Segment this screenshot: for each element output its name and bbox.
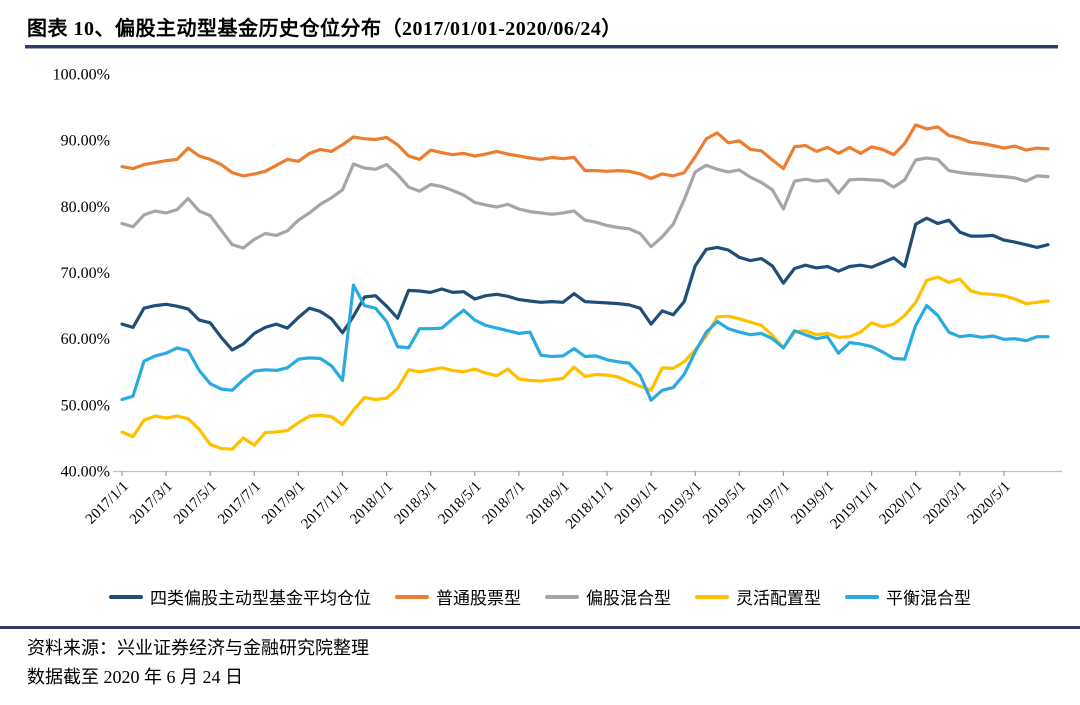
title-divider bbox=[25, 45, 1058, 49]
legend-line-swatch bbox=[109, 594, 143, 599]
legend-label: 四类偏股主动型基金平均仓位 bbox=[150, 589, 371, 608]
y-tick-label: 50.00% bbox=[61, 397, 110, 414]
legend-item: 普通股票型 bbox=[395, 584, 521, 609]
chart-legend: 四类偏股主动型基金平均仓位 普通股票型 偏股混合型 灵活配置型 平衡混合型 bbox=[0, 584, 1080, 609]
legend-label: 偏股混合型 bbox=[586, 589, 671, 608]
y-tick-label: 40.00% bbox=[61, 464, 110, 481]
legend-label: 普通股票型 bbox=[436, 589, 521, 608]
footer-divider bbox=[0, 626, 1080, 629]
x-tick-label: 2018/5/1 bbox=[436, 479, 485, 528]
legend-line-swatch bbox=[695, 594, 729, 599]
x-tick-label: 2017/5/1 bbox=[171, 479, 220, 528]
position-line-chart: 100.00% 90.00% 80.00% 70.00% 60.00% 50.00% 40.… bbox=[53, 67, 1062, 533]
series-line-偏股混合型 bbox=[120, 156, 1050, 250]
x-axis-tick-labels: 2017/1/12017/3/12017/5/12017/7/12017/9/1… bbox=[83, 479, 1014, 533]
y-tick-label: 90.00% bbox=[61, 133, 110, 150]
x-tick-label: 2018/11/1 bbox=[563, 479, 617, 533]
legend-label: 平衡混合型 bbox=[886, 589, 971, 608]
x-tick-label: 2019/1/1 bbox=[612, 479, 661, 528]
x-tick-label: 2017/1/1 bbox=[83, 479, 132, 528]
legend-line-swatch bbox=[545, 594, 579, 599]
x-tick-label: 2020/3/1 bbox=[921, 479, 970, 528]
legend-item: 平衡混合型 bbox=[845, 584, 971, 609]
source-note: 资料来源：兴业证券经济与金融研究院整理 bbox=[27, 638, 369, 658]
x-tick-label: 2020/1/1 bbox=[877, 479, 926, 528]
x-tick-label: 2019/5/1 bbox=[700, 479, 749, 528]
legend-line-swatch bbox=[395, 594, 429, 599]
legend-line-swatch bbox=[845, 594, 879, 599]
x-tick-label: 2020/5/1 bbox=[965, 479, 1014, 528]
y-tick-label: 60.00% bbox=[61, 331, 110, 348]
x-tick-label: 2018/7/1 bbox=[480, 479, 529, 528]
y-tick-label: 70.00% bbox=[61, 265, 110, 282]
x-tick-label: 2017/7/1 bbox=[215, 479, 264, 528]
y-tick-label: 80.00% bbox=[61, 199, 110, 216]
chart-title: 图表 10、偏股主动型基金历史仓位分布（2017/01/01-2020/06/2… bbox=[27, 18, 622, 40]
x-tick-label: 2017/3/1 bbox=[127, 479, 176, 528]
y-tick-label: 100.00% bbox=[53, 67, 110, 84]
x-tick-label: 2019/3/1 bbox=[656, 479, 705, 528]
series-line-普通股票型 bbox=[120, 123, 1050, 181]
y-axis-tick-labels: 100.00% 90.00% 80.00% 70.00% 60.00% 50.00% 40.… bbox=[53, 67, 110, 481]
data-cutoff-note: 数据截至 2020 年 6 月 24 日 bbox=[27, 667, 243, 687]
series-line-平衡混合型 bbox=[120, 283, 1050, 402]
legend-item: 四类偏股主动型基金平均仓位 bbox=[109, 584, 371, 609]
x-tick-label: 2017/11/1 bbox=[298, 479, 352, 533]
legend-item: 偏股混合型 bbox=[545, 584, 671, 609]
series-line-四类偏股主动型基金平均仓位 bbox=[120, 216, 1050, 352]
chart-area: 100.00% 90.00% 80.00% 70.00% 60.00% 50.00% 40.… bbox=[0, 55, 1080, 583]
x-tick-label: 2018/3/1 bbox=[391, 479, 440, 528]
legend-label: 灵活配置型 bbox=[736, 589, 821, 608]
legend-item: 灵活配置型 bbox=[695, 584, 821, 609]
x-tick-label: 2019/11/1 bbox=[828, 479, 882, 533]
x-axis bbox=[113, 470, 1062, 476]
series-lines bbox=[120, 123, 1050, 451]
x-tick-label: 2018/1/1 bbox=[347, 479, 396, 528]
x-tick-label: 2019/7/1 bbox=[744, 479, 793, 528]
series-line-灵活配置型 bbox=[120, 275, 1050, 451]
